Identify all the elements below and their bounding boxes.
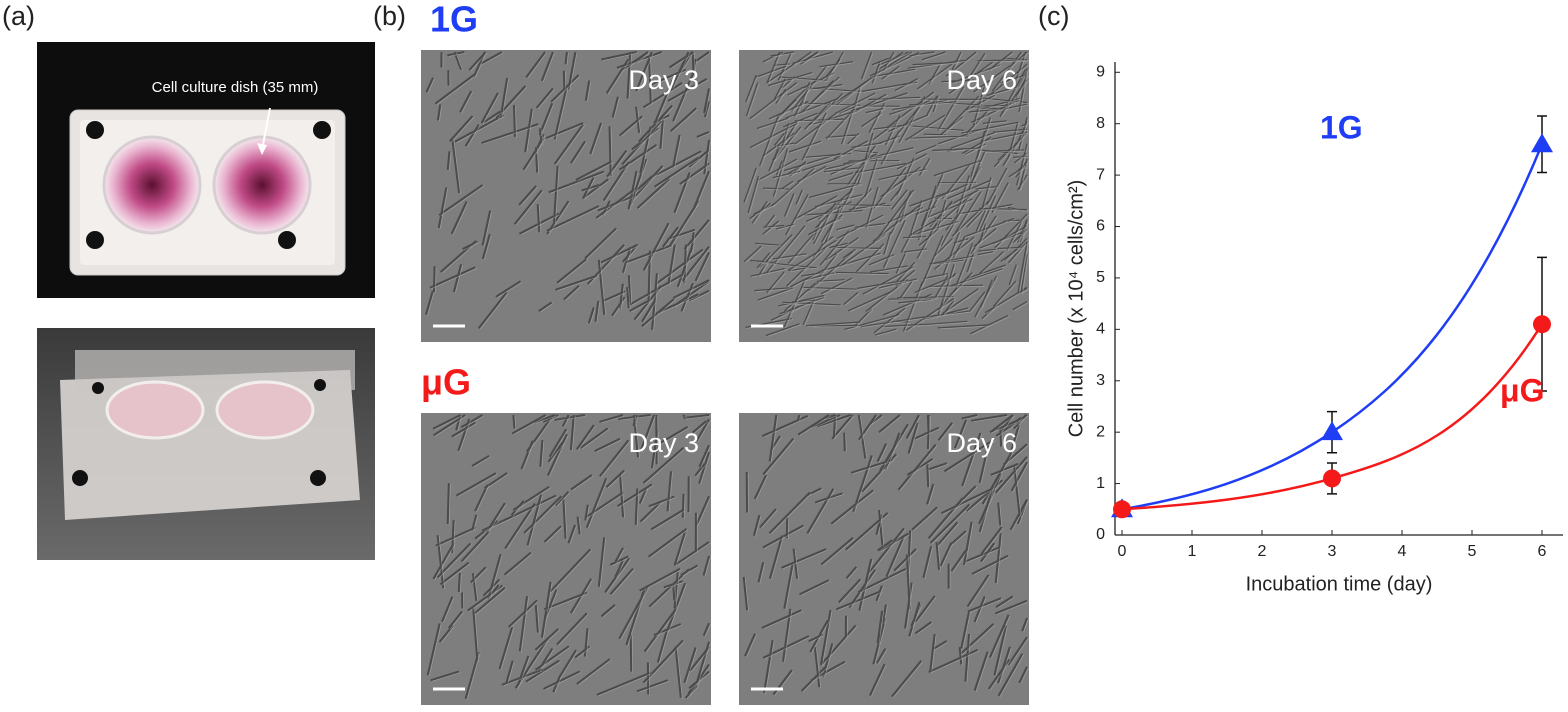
marker [1113, 500, 1131, 519]
cell-texture [426, 414, 710, 700]
y-tick-label: 5 [1096, 269, 1105, 286]
day-label: Day 6 [946, 65, 1017, 95]
marker [1533, 315, 1551, 334]
micrograph-bg [421, 413, 711, 705]
marker [1321, 421, 1343, 441]
y-axis-label: Cell number (x 10⁴ cells/cm²) [1065, 180, 1087, 438]
series-line [1121, 143, 1544, 511]
micrograph: Day 3 [421, 50, 711, 342]
micrograph: Day 6 [739, 50, 1029, 342]
y-tick-label: 6 [1096, 218, 1105, 235]
photo-bottom [37, 328, 375, 560]
x-tick-label: 2 [1258, 543, 1267, 560]
condition-label: μG [421, 362, 471, 403]
y-tick-label: 4 [1096, 321, 1105, 338]
x-axis-label: Incubation time (day) [1246, 573, 1433, 595]
x-tick-label: 0 [1118, 543, 1127, 560]
photo-top [37, 42, 375, 298]
y-tick-label: 8 [1096, 115, 1105, 132]
cell-highlight [745, 52, 1029, 337]
cell-highlight [427, 52, 711, 331]
y-tick-label: 0 [1096, 526, 1105, 543]
y-tick-label: 7 [1096, 166, 1105, 183]
micrograph: Day 3 [421, 413, 711, 705]
x-tick-label: 3 [1328, 543, 1337, 560]
marker [1323, 469, 1341, 488]
micrographs: Day 3 Day 6 Day 3 Day 6 [421, 50, 1029, 705]
y-tick-label: 1 [1096, 475, 1105, 492]
series-label: μG [1500, 372, 1544, 408]
photo-annotation: Cell culture dish (35 mm) [152, 79, 319, 96]
y-tick-label: 3 [1096, 372, 1105, 389]
micrograph: Day 6 [739, 413, 1029, 705]
day-label: Day 6 [946, 428, 1017, 458]
condition-label: 1G [430, 0, 478, 40]
x-tick-label: 6 [1538, 543, 1547, 560]
cell-highlight [744, 415, 1029, 698]
x-tick-label: 4 [1398, 543, 1407, 560]
x-tick-label: 5 [1468, 543, 1477, 560]
chart: 0 1 2 3 4 5 6 7 8 9 0 1 2 3 4 5 6 Incubation time (day) Ce… [1065, 62, 1563, 595]
panel-label: (c) [1038, 1, 1069, 31]
day-label: Day 3 [628, 428, 699, 458]
y-tick-label: 2 [1096, 423, 1105, 440]
panel-label: (a) [2, 1, 35, 31]
y-tick-label: 9 [1096, 64, 1105, 81]
day-label: Day 3 [628, 65, 699, 95]
x-tick-label: 1 [1188, 543, 1197, 560]
cell-highlight [428, 415, 711, 700]
marker [1531, 133, 1553, 153]
series-label: 1G [1320, 109, 1363, 145]
panel-label: (b) [373, 1, 406, 31]
